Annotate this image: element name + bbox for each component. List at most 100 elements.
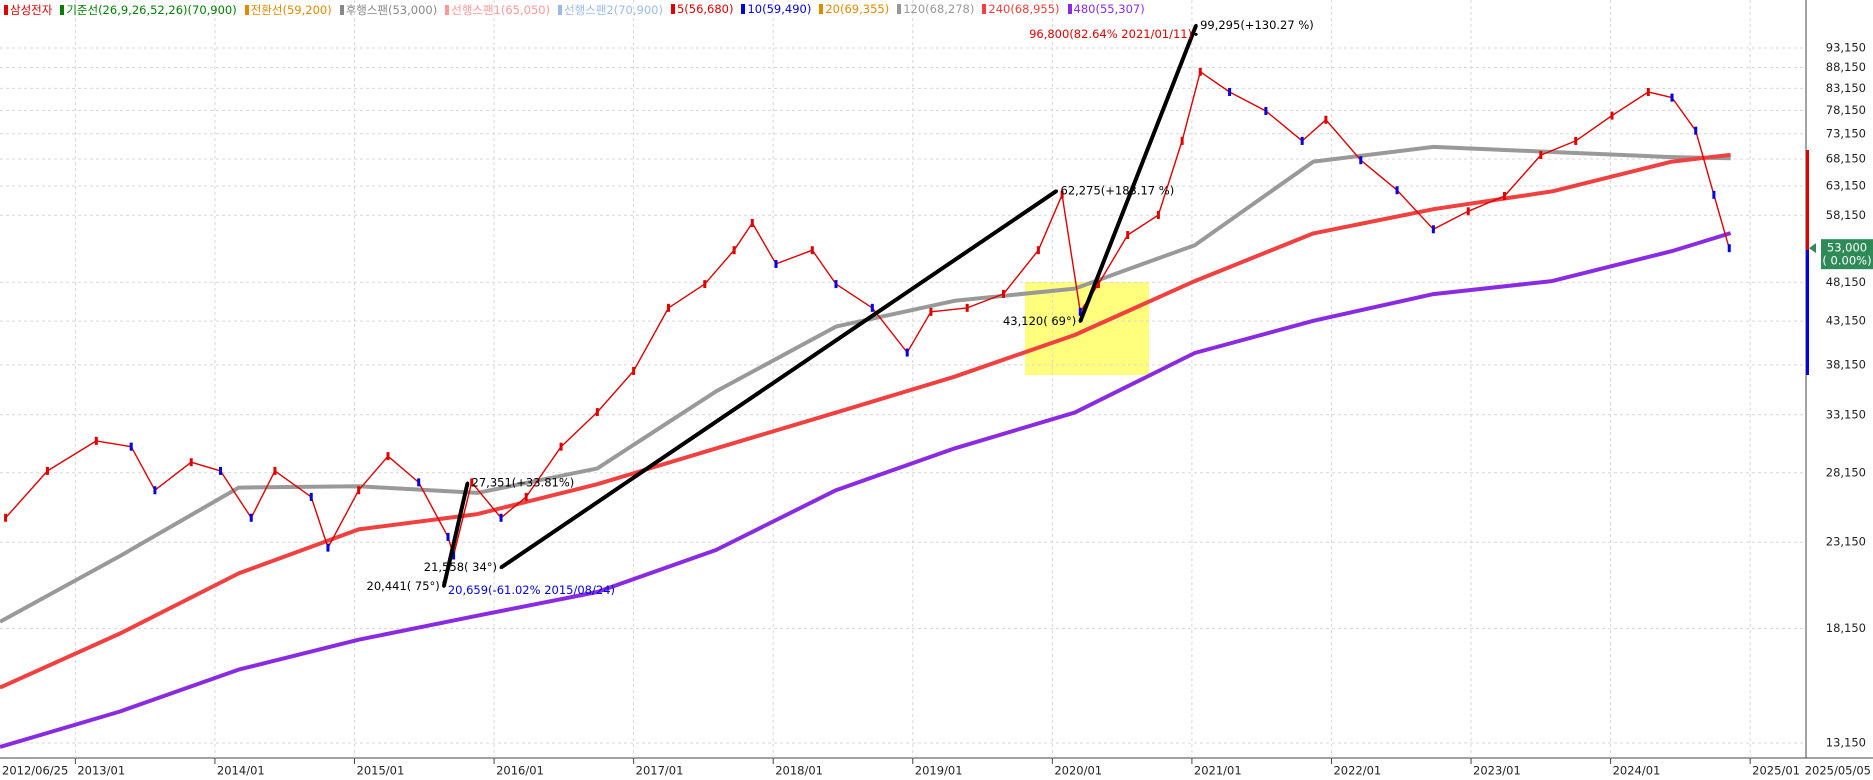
price-candle xyxy=(386,452,390,461)
x-tick-label: 2014/01 xyxy=(217,764,265,778)
legend-label: 120(68,278) xyxy=(903,2,975,16)
y-tick-label: 73,150 xyxy=(1826,126,1866,140)
legend-swatch xyxy=(244,5,249,15)
x-tick-label: 2017/01 xyxy=(636,764,684,778)
price-candle xyxy=(249,513,253,522)
price-candle xyxy=(1395,186,1399,195)
price-candle xyxy=(1126,231,1130,240)
price-candle xyxy=(1264,107,1268,116)
price-candle xyxy=(1431,225,1435,234)
price-candle xyxy=(595,408,599,417)
legend-label: 선행스팬1(65,050) xyxy=(451,3,551,17)
legend-label: 기준선(26,9,26,52,26)(70,900) xyxy=(66,3,237,17)
annotation-label: 20,659(-61.02% 2015/08/24) xyxy=(448,583,615,597)
price-candle xyxy=(452,551,456,560)
price-candle xyxy=(1727,244,1731,253)
y-tick-label: 93,150 xyxy=(1826,41,1866,55)
price-candle xyxy=(732,246,736,255)
trend-line xyxy=(499,189,1058,570)
legend-item: 240(68,955) xyxy=(982,2,1060,18)
annotation-point xyxy=(1194,32,1198,36)
price-candle xyxy=(905,348,909,357)
legend-label: 10(59,490) xyxy=(747,2,812,16)
price-box xyxy=(1821,239,1873,270)
y-tick-label: 83,150 xyxy=(1826,81,1866,95)
series-line xyxy=(0,144,1731,624)
legend-swatch xyxy=(670,4,675,14)
legend-label: 20(69,355) xyxy=(825,2,890,16)
x-tick-label: 2022/01 xyxy=(1333,764,1381,778)
trend-line xyxy=(1078,24,1198,323)
price-candle xyxy=(273,466,277,475)
annotation-label: 21,558( 34°) xyxy=(424,560,497,574)
price-candle xyxy=(219,466,223,475)
x-tick-label: 2019/01 xyxy=(915,764,963,778)
legend-swatch xyxy=(741,4,746,14)
y-tick-label: 13,150 xyxy=(1826,735,1866,749)
y-tick-label: 28,150 xyxy=(1826,465,1866,479)
price-candle xyxy=(1228,87,1232,96)
x-tick-label: 2020/01 xyxy=(1054,764,1102,778)
price-candle xyxy=(1060,190,1064,199)
price-candle xyxy=(470,478,474,487)
legend-item: 10(59,490) xyxy=(741,2,811,18)
legend-item: 20(69,355) xyxy=(819,2,889,18)
annotation-point xyxy=(1194,23,1198,27)
price-candle xyxy=(632,366,636,375)
price-candle xyxy=(1300,136,1304,145)
price-candle xyxy=(1096,280,1100,289)
legend-label: 5(56,680) xyxy=(676,2,734,16)
legend-swatch xyxy=(1067,4,1072,14)
annotation-point xyxy=(466,481,470,485)
annotation-label: 62,275(+183.17 %) xyxy=(1061,183,1175,197)
price-candle xyxy=(1324,115,1328,124)
legend-swatch xyxy=(982,4,987,14)
price-candle xyxy=(1036,246,1040,255)
legend-swatch xyxy=(445,5,450,15)
series-line xyxy=(0,231,1732,749)
y-tick-label: 78,150 xyxy=(1826,103,1866,117)
y-tick-label: 48,150 xyxy=(1826,275,1866,289)
price-candle xyxy=(357,486,361,495)
x-tick-label: 2024/01 xyxy=(1613,764,1661,778)
x-tick-label: 2018/01 xyxy=(775,764,823,778)
annotation-point xyxy=(1055,189,1059,193)
price-candle xyxy=(45,466,49,475)
x-end-label: 2025/05/05 xyxy=(1805,764,1871,778)
price-candle xyxy=(1574,136,1578,145)
x-tick-label: 2016/01 xyxy=(496,764,544,778)
y-tick-label: 43,150 xyxy=(1826,314,1866,328)
y-tick-label: 38,150 xyxy=(1826,357,1866,371)
x-tick-label: 2023/01 xyxy=(1473,764,1521,778)
y-tick-label: 18,150 xyxy=(1826,621,1866,635)
price-candle xyxy=(1610,111,1614,120)
x-tick-label: 2015/01 xyxy=(357,764,405,778)
price-candle xyxy=(750,218,754,227)
legend-swatch xyxy=(4,5,8,15)
legend-label: 480(55,307) xyxy=(1073,2,1145,16)
price-candle xyxy=(1001,289,1005,298)
y-tick-label: 58,150 xyxy=(1826,208,1866,222)
price-candle xyxy=(703,280,707,289)
y-tick-label: 68,150 xyxy=(1826,151,1866,165)
annotation-label: 43,120( 69°) xyxy=(1003,314,1076,328)
price-candle xyxy=(870,303,874,312)
legend-label: 240(68,955) xyxy=(988,2,1060,16)
price-candle xyxy=(929,307,933,316)
legend-item: 120(68,278) xyxy=(897,2,974,18)
price-candle xyxy=(189,458,193,467)
price-candle xyxy=(129,442,133,451)
annotation-label: 99,295(+130.27 %) xyxy=(1200,18,1314,32)
price-candle xyxy=(1694,126,1698,135)
x-tick-label: 2025/01 xyxy=(1752,764,1800,778)
price-candle xyxy=(774,259,778,268)
price-candle xyxy=(1646,87,1650,96)
y-tick-label: 33,150 xyxy=(1826,407,1866,421)
price-candle xyxy=(417,478,421,487)
legend-swatch xyxy=(60,5,65,15)
range-bar-down xyxy=(1806,250,1809,375)
price-candle xyxy=(326,543,330,552)
legend-item: 선행스팬2(70,900) xyxy=(558,2,663,18)
y-tick-label: 63,150 xyxy=(1826,178,1866,192)
